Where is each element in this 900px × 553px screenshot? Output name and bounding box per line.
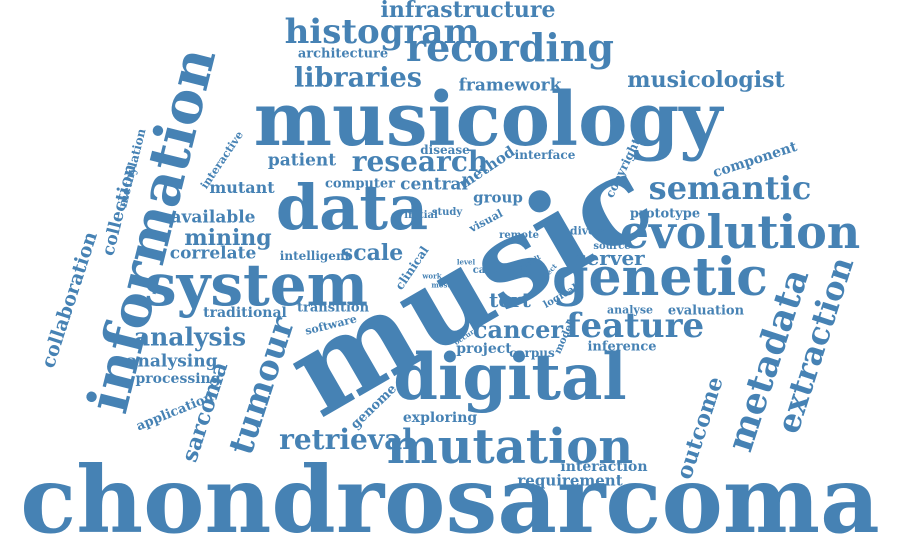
word-interaction: interaction <box>560 459 648 475</box>
word-group: group <box>473 188 523 207</box>
word-retrieval: retrieval <box>279 423 413 456</box>
word-diverse: diverse <box>569 224 615 238</box>
word-exploring: exploring <box>402 410 478 426</box>
word-remote: remote <box>499 230 539 241</box>
word-recording: recording <box>406 25 614 70</box>
word-level: level <box>456 257 476 267</box>
word-analyse: analyse <box>606 303 654 317</box>
word-chondrosarcoma: chondrosarcoma <box>20 446 880 553</box>
word-analysis: analysis <box>133 322 247 352</box>
word-project: project <box>456 341 512 357</box>
word-mutant: mutant <box>209 178 275 197</box>
word-semantic: semantic <box>648 169 812 207</box>
word-histogram: histogram <box>284 12 480 52</box>
word-genetic: genetic <box>552 247 768 308</box>
word-evolution: evolution <box>619 205 861 259</box>
word-tert: tert <box>489 288 531 312</box>
word-mutation: mutation <box>386 419 634 475</box>
word-cancer: cancer <box>472 315 564 344</box>
word-study: study <box>431 207 463 218</box>
word-intelligent: intelligent <box>279 249 351 263</box>
word-computer: computer <box>324 176 396 192</box>
word-available: available <box>170 207 256 228</box>
word-framework: framework <box>458 75 562 96</box>
word-data: data <box>275 171 429 244</box>
word-musicologist: musicologist <box>627 67 785 93</box>
word-traditional: traditional <box>203 305 287 321</box>
word-research: research <box>351 145 489 178</box>
word-central: central <box>400 174 468 195</box>
word-requirement: requirement <box>517 471 623 490</box>
word-scale: scale <box>340 240 404 266</box>
word-system: system <box>143 251 369 319</box>
word-analysing: analysing <box>126 351 218 372</box>
word-mining: mining <box>184 225 272 251</box>
word-feature: feature <box>565 306 705 346</box>
word-processing: processing <box>135 371 221 387</box>
word-case: case <box>472 265 498 276</box>
word-prototype: prototype <box>629 206 701 222</box>
word-many: many <box>505 265 527 275</box>
word-source: source <box>593 241 631 252</box>
word-most: most <box>431 280 451 290</box>
word-transition: transition <box>296 300 370 316</box>
word-interface: interface <box>514 148 576 162</box>
word-inference: inference <box>587 339 657 355</box>
word-server: server <box>575 246 645 270</box>
word-corpus: corpus <box>509 346 555 360</box>
word-architecture: architecture <box>297 46 389 62</box>
word-disease: disease <box>420 143 470 157</box>
word-correlate: correlate <box>169 243 257 264</box>
word-evaluation: evaluation <box>667 303 745 319</box>
word-libraries: libraries <box>294 62 422 94</box>
word-infrastructure: infrastructure <box>380 0 556 23</box>
word-initial: initial <box>404 210 438 221</box>
word-digital: digital <box>393 340 627 415</box>
word-musicology: musicology <box>253 77 723 163</box>
word-patient: patient <box>267 150 337 171</box>
word-work: work <box>422 271 442 281</box>
